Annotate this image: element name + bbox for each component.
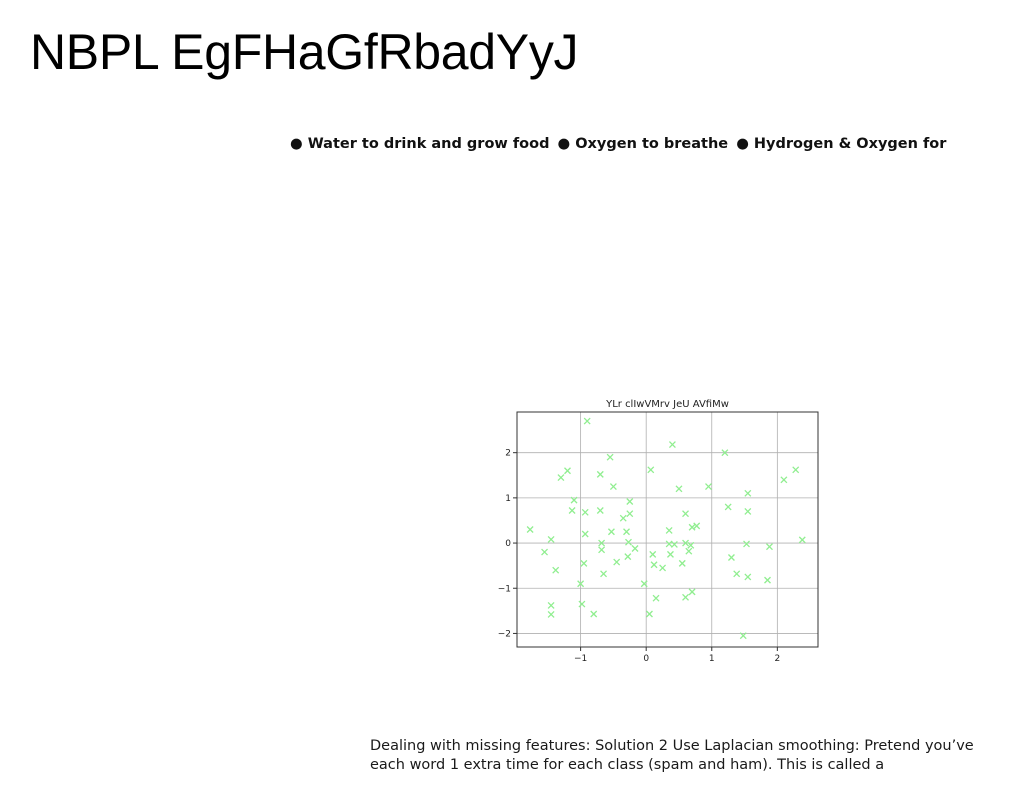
data-point (727, 554, 735, 561)
data-point (547, 611, 555, 618)
chart-title: YLr clIwVMrv JeU AVfiMw (605, 399, 729, 410)
data-point (590, 610, 598, 618)
data-point (600, 570, 608, 578)
scatter-plot-svg: YLr clIwVMrv JeU AVfiMw −1 0 1 2 −2 −1 0 1 2 (498, 399, 819, 664)
data-point (798, 536, 806, 544)
bullet-list: ● Water to drink and grow food ● Oxygen … (290, 135, 949, 153)
data-point (705, 483, 712, 491)
data-point (668, 441, 676, 448)
data-point (631, 545, 639, 552)
data-point (780, 476, 788, 484)
x-tick-label: 0 (643, 654, 649, 664)
data-point (685, 547, 693, 555)
bullet-item-hydrogen-oxygen: ● Hydrogen & Oxygen for (736, 136, 947, 152)
data-point (682, 510, 689, 518)
data-point (577, 580, 585, 588)
data-point (640, 580, 648, 588)
data-point (598, 546, 606, 554)
data-point (607, 528, 615, 536)
data-point (541, 548, 549, 556)
data-point (688, 588, 696, 596)
data-point (526, 526, 534, 533)
data-point (552, 566, 560, 574)
data-point (626, 510, 634, 518)
data-point (598, 539, 606, 547)
y-tick-label: 0 (505, 539, 511, 549)
y-tick-label: −2 (498, 629, 511, 639)
data-point (596, 507, 604, 514)
x-tick-label: −1 (574, 654, 587, 664)
data-point (647, 466, 655, 474)
bullet-item-oxygen: ● Oxygen to breathe (557, 136, 729, 152)
data-point (744, 507, 752, 515)
plot-frame (516, 411, 819, 648)
x-tick-label: 2 (774, 654, 780, 664)
data-point (675, 485, 683, 493)
data-point (583, 417, 591, 425)
data-point (613, 558, 621, 566)
data-point (678, 559, 686, 567)
data-point (646, 610, 653, 618)
data-point (665, 526, 673, 534)
grid-lines (517, 412, 818, 647)
data-point (670, 540, 678, 548)
y-tick-label: 1 (505, 494, 511, 504)
x-tick-label: 1 (709, 654, 715, 664)
y-tick-label: −1 (498, 584, 511, 594)
data-point (739, 632, 747, 640)
data-point (581, 508, 589, 516)
data-point (581, 530, 589, 538)
data-point (557, 474, 565, 481)
data-point (744, 573, 752, 581)
data-point (568, 507, 576, 514)
data-point (619, 514, 627, 522)
data-point (744, 489, 752, 497)
data-point (724, 503, 732, 511)
data-point (580, 559, 588, 567)
scatter-chart: YLr clIwVMrv JeU AVfiMw −1 0 1 2 −2 −1 0 1 2 (490, 393, 830, 665)
data-point (606, 453, 614, 461)
data-point (649, 550, 657, 558)
data-point (764, 576, 771, 584)
data-point (609, 483, 617, 491)
axis-ticks: −1 0 1 2 −2 −1 0 1 2 (498, 449, 780, 664)
data-point (682, 593, 689, 601)
data-point (564, 467, 571, 475)
data-points (526, 417, 806, 640)
data-point (743, 540, 750, 548)
data-point (578, 600, 586, 608)
data-point (733, 570, 741, 578)
data-point (652, 594, 660, 602)
data-point (626, 498, 634, 505)
data-point (624, 553, 632, 561)
data-point (721, 449, 729, 457)
data-point (687, 541, 695, 549)
y-tick-label: 2 (505, 449, 511, 459)
data-point (547, 601, 555, 609)
data-point (625, 538, 632, 546)
data-point (547, 535, 555, 543)
data-point (792, 466, 800, 474)
data-point (650, 561, 658, 569)
data-point (666, 550, 674, 558)
data-point (688, 523, 696, 531)
page-title: NBPL EgFHaGfRbadYyJ (30, 24, 579, 80)
data-point (623, 528, 630, 536)
data-point (659, 564, 667, 572)
bullet-item-water: ● Water to drink and grow food (290, 136, 550, 152)
data-point (682, 539, 689, 547)
data-point (766, 543, 773, 551)
data-point (570, 496, 578, 504)
caption-text: Dealing with missing features: Solution … (370, 738, 974, 773)
data-point (596, 470, 604, 478)
